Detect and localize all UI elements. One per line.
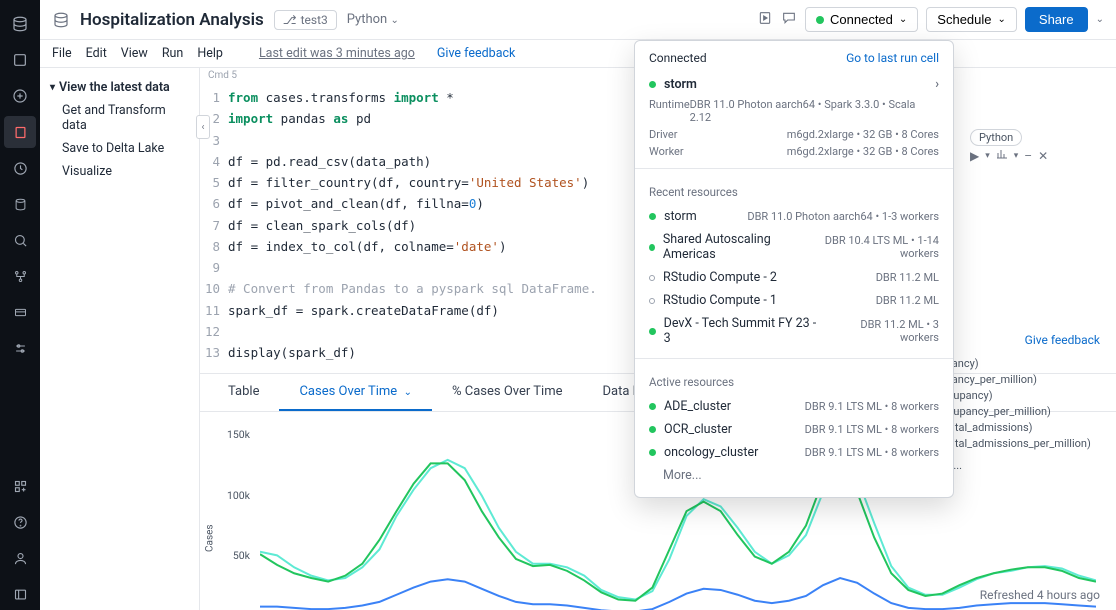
help-icon[interactable] — [4, 506, 36, 538]
tab-table[interactable]: Table — [208, 374, 279, 411]
active-resources-title: Active resources — [635, 367, 953, 395]
compute-icon[interactable] — [4, 296, 36, 328]
cluster-row[interactable]: Shared Autoscaling AmericasDBR 10.4 LTS … — [635, 228, 953, 266]
toc-item[interactable]: Save to Delta Lake — [44, 137, 195, 160]
workflows-icon[interactable] — [4, 260, 36, 292]
lang-pill-top[interactable]: Python ⌄ — [347, 12, 399, 27]
create-icon[interactable] — [4, 80, 36, 112]
run-all-icon[interactable] — [757, 10, 773, 30]
topbar: Hospitalization Analysis ⎇test3 Python ⌄… — [40, 0, 1116, 40]
connected-dropdown[interactable]: Connected⌄ — [805, 7, 918, 32]
menu-view[interactable]: View — [121, 46, 148, 61]
attached-cluster-row[interactable]: storm › — [635, 73, 953, 96]
menu-edit[interactable]: Edit — [86, 46, 107, 61]
refreshed-text: Refreshed 4 hours ago — [980, 588, 1100, 602]
schema-more[interactable]: More... — [928, 452, 1108, 474]
y-ticks: 150k100k50k0 — [204, 422, 256, 610]
schema-peek: ccupancy)ccupancy_per_million)l_occupanc… — [928, 356, 1108, 474]
schedule-button[interactable]: Schedule⌄ — [926, 7, 1017, 32]
close-icon[interactable]: ✕ — [1038, 149, 1048, 163]
run-cell-icon[interactable]: ▶ — [970, 149, 979, 163]
last-edit-text[interactable]: Last edit was 3 minutes ago — [259, 46, 415, 61]
goto-last-run-link[interactable]: Go to last run cell — [846, 51, 939, 65]
cluster-row[interactable]: stormDBR 11.0 Photon aarch64 • 1-3 worke… — [635, 205, 953, 228]
toc-item[interactable]: Visualize — [44, 160, 195, 183]
cell-lang-pill[interactable]: Python — [970, 129, 1022, 146]
minimize-icon[interactable]: – — [1024, 149, 1032, 163]
toc-item[interactable]: Get and Transform data — [44, 99, 195, 137]
branch-pill[interactable]: ⎇test3 — [274, 10, 337, 30]
cell-toolbar-peek: Python ▶▾ ▾ – ✕ — [970, 129, 1110, 163]
popover-title: Connected — [649, 51, 707, 65]
logo-icon[interactable] — [4, 8, 36, 40]
menu-file[interactable]: File — [52, 46, 72, 61]
menu-run[interactable]: Run — [162, 46, 184, 61]
page-title: Hospitalization Analysis — [80, 10, 264, 30]
sidebar-toggle-icon[interactable] — [4, 578, 36, 610]
settings-icon[interactable] — [4, 332, 36, 364]
cluster-row[interactable]: DevX - Tech Summit FY 23 - 3DBR 11.2 ML … — [635, 312, 953, 350]
cluster-row[interactable]: ADE_clusterDBR 9.1 LTS ML • 8 workers — [635, 395, 953, 418]
recent-resources-title: Recent resources — [635, 177, 953, 205]
search-icon[interactable] — [4, 224, 36, 256]
toc-header[interactable]: ▾View the latest data — [44, 76, 195, 99]
chart-cell-icon[interactable] — [996, 148, 1008, 163]
connection-popover: Connected Go to last run cell storm › Ru… — [634, 40, 954, 498]
data-icon[interactable] — [4, 188, 36, 220]
cluster-row[interactable]: RStudio Compute - 1DBR 11.2 ML — [635, 289, 953, 312]
feedback-link[interactable]: Give feedback — [437, 46, 515, 61]
menu-help[interactable]: Help — [197, 46, 223, 61]
comments-icon[interactable] — [781, 10, 797, 30]
new-icon[interactable] — [4, 44, 36, 76]
cluster-row[interactable]: oncology_clusterDBR 9.1 LTS ML • 8 worke… — [635, 441, 953, 464]
notebook-title-icon — [52, 11, 70, 29]
left-rail — [0, 0, 40, 610]
feedback-link-output[interactable]: Give feedback — [1025, 333, 1100, 347]
tab-pct-cases[interactable]: % Cases Over Time — [432, 374, 582, 411]
cluster-row[interactable]: RStudio Compute - 2DBR 11.2 ML — [635, 266, 953, 289]
tab-cases-over-time[interactable]: Cases Over Time ⌄ — [279, 374, 432, 411]
notebook-icon[interactable] — [4, 116, 36, 148]
cluster-row[interactable]: OCR_clusterDBR 9.1 LTS ML • 8 workers — [635, 418, 953, 441]
recents-icon[interactable] — [4, 152, 36, 184]
more-resources-link[interactable]: More... — [635, 464, 953, 487]
collapse-handle[interactable]: ‹ — [196, 115, 210, 139]
menubar: File Edit View Run Help Last edit was 3 minu… — [40, 40, 1116, 68]
toc-panel: ▾View the latest data Get and Transform … — [40, 68, 200, 610]
overflow-icon[interactable]: ⌄ — [1096, 14, 1104, 25]
apps-icon[interactable] — [4, 470, 36, 502]
user-icon[interactable] — [4, 542, 36, 574]
share-button[interactable]: Share — [1025, 7, 1088, 32]
